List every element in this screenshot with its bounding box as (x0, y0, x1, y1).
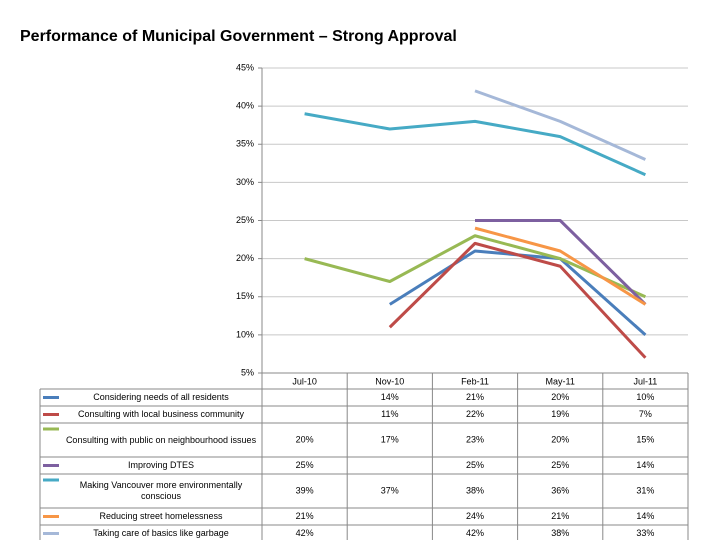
legend-cell: Making Vancouver more environmentally co… (79, 480, 243, 501)
data-label: 42% (466, 528, 484, 538)
legend-label: Consulting with public on neighbourhood … (65, 434, 257, 445)
data-label: 24% (466, 511, 484, 521)
data-label: 21% (296, 511, 314, 521)
y-tick-label: 15% (236, 291, 254, 301)
legend-label: Taking care of basics like garbage (93, 528, 229, 538)
data-label: 20% (296, 434, 314, 444)
y-tick-label: 20% (236, 253, 254, 263)
legend-label: Improving DTES (127, 460, 195, 470)
data-label: 42% (296, 528, 314, 538)
y-tick-label: 25% (236, 215, 254, 225)
x-tick-label: May-11 (546, 376, 575, 386)
series-line (389, 249, 647, 336)
x-tick-label: Nov-10 (375, 376, 404, 386)
data-label: 14% (636, 460, 654, 470)
data-label: 36% (551, 485, 569, 495)
data-label: 14% (381, 392, 399, 402)
x-tick-label: Feb-11 (461, 376, 489, 386)
data-label: 38% (551, 528, 569, 538)
legend-cell: Consulting with local business community (77, 409, 245, 419)
data-label: 38% (466, 485, 484, 495)
series-line (474, 226, 647, 306)
series-line (474, 89, 647, 161)
legend-cell: Taking care of basics like garbage (93, 528, 229, 538)
y-tick-label: 40% (236, 101, 254, 111)
legend-cell: Consulting with public on neighbourhood … (65, 434, 257, 445)
y-tick-label: 45% (236, 62, 254, 72)
y-tick-label: 10% (236, 329, 254, 339)
y-tick-label: 30% (236, 177, 254, 187)
series-line (388, 241, 647, 359)
legend-cell: Considering needs of all residents (93, 392, 229, 402)
series-line (304, 112, 647, 177)
series-line (304, 234, 647, 299)
data-label: 20% (551, 392, 569, 402)
data-label: 20% (551, 434, 569, 444)
x-tick-label: Jul-10 (292, 376, 317, 386)
data-label: 15% (636, 434, 654, 444)
data-label: 25% (551, 460, 569, 470)
data-label: 7% (639, 409, 652, 419)
data-label: 23% (466, 434, 484, 444)
legend-label: Making Vancouver more environmentally co… (79, 480, 243, 501)
data-label: 21% (551, 511, 569, 521)
data-label: 39% (296, 485, 314, 495)
legend-cell: Reducing street homelessness (99, 511, 223, 521)
chart-title: Performance of Municipal Government – St… (20, 28, 457, 45)
data-label: 10% (636, 392, 654, 402)
data-label: 21% (466, 392, 484, 402)
data-label: 25% (296, 460, 314, 470)
data-label: 25% (466, 460, 484, 470)
y-tick-label: 5% (241, 367, 254, 377)
data-label: 22% (466, 409, 484, 419)
legend-cell: Improving DTES (127, 460, 195, 470)
data-label: 14% (636, 511, 654, 521)
data-label: 31% (636, 485, 654, 495)
data-label: 33% (636, 528, 654, 538)
series-line (475, 219, 647, 306)
y-tick-label: 35% (236, 139, 254, 149)
data-label: 17% (381, 434, 399, 444)
x-tick-label: Jul-11 (633, 376, 657, 386)
data-label: 11% (381, 409, 398, 419)
legend-label: Considering needs of all residents (93, 392, 229, 402)
data-label: 37% (381, 485, 399, 495)
data-label: 19% (551, 409, 569, 419)
legend-label: Reducing street homelessness (99, 511, 223, 521)
legend-label: Consulting with local business community (77, 409, 245, 419)
